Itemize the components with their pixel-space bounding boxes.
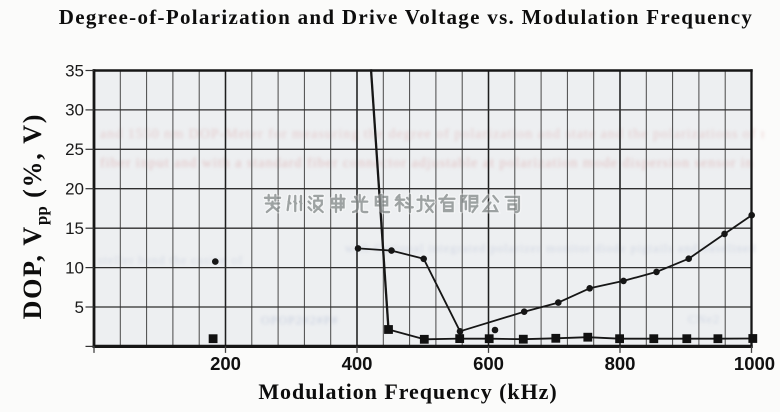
svg-text:200: 200 bbox=[210, 353, 241, 374]
svg-text:1000: 1000 bbox=[734, 353, 775, 374]
svg-text:30: 30 bbox=[65, 101, 84, 120]
svg-text:10: 10 bbox=[65, 258, 84, 277]
svg-text:25: 25 bbox=[65, 140, 84, 159]
svg-text:35: 35 bbox=[65, 61, 84, 80]
svg-text:600: 600 bbox=[473, 353, 504, 374]
svg-text:20: 20 bbox=[65, 180, 84, 199]
svg-text:400: 400 bbox=[342, 353, 373, 374]
svg-text:15: 15 bbox=[65, 219, 84, 238]
svg-text:5: 5 bbox=[75, 298, 84, 317]
svg-text:800: 800 bbox=[605, 353, 636, 374]
